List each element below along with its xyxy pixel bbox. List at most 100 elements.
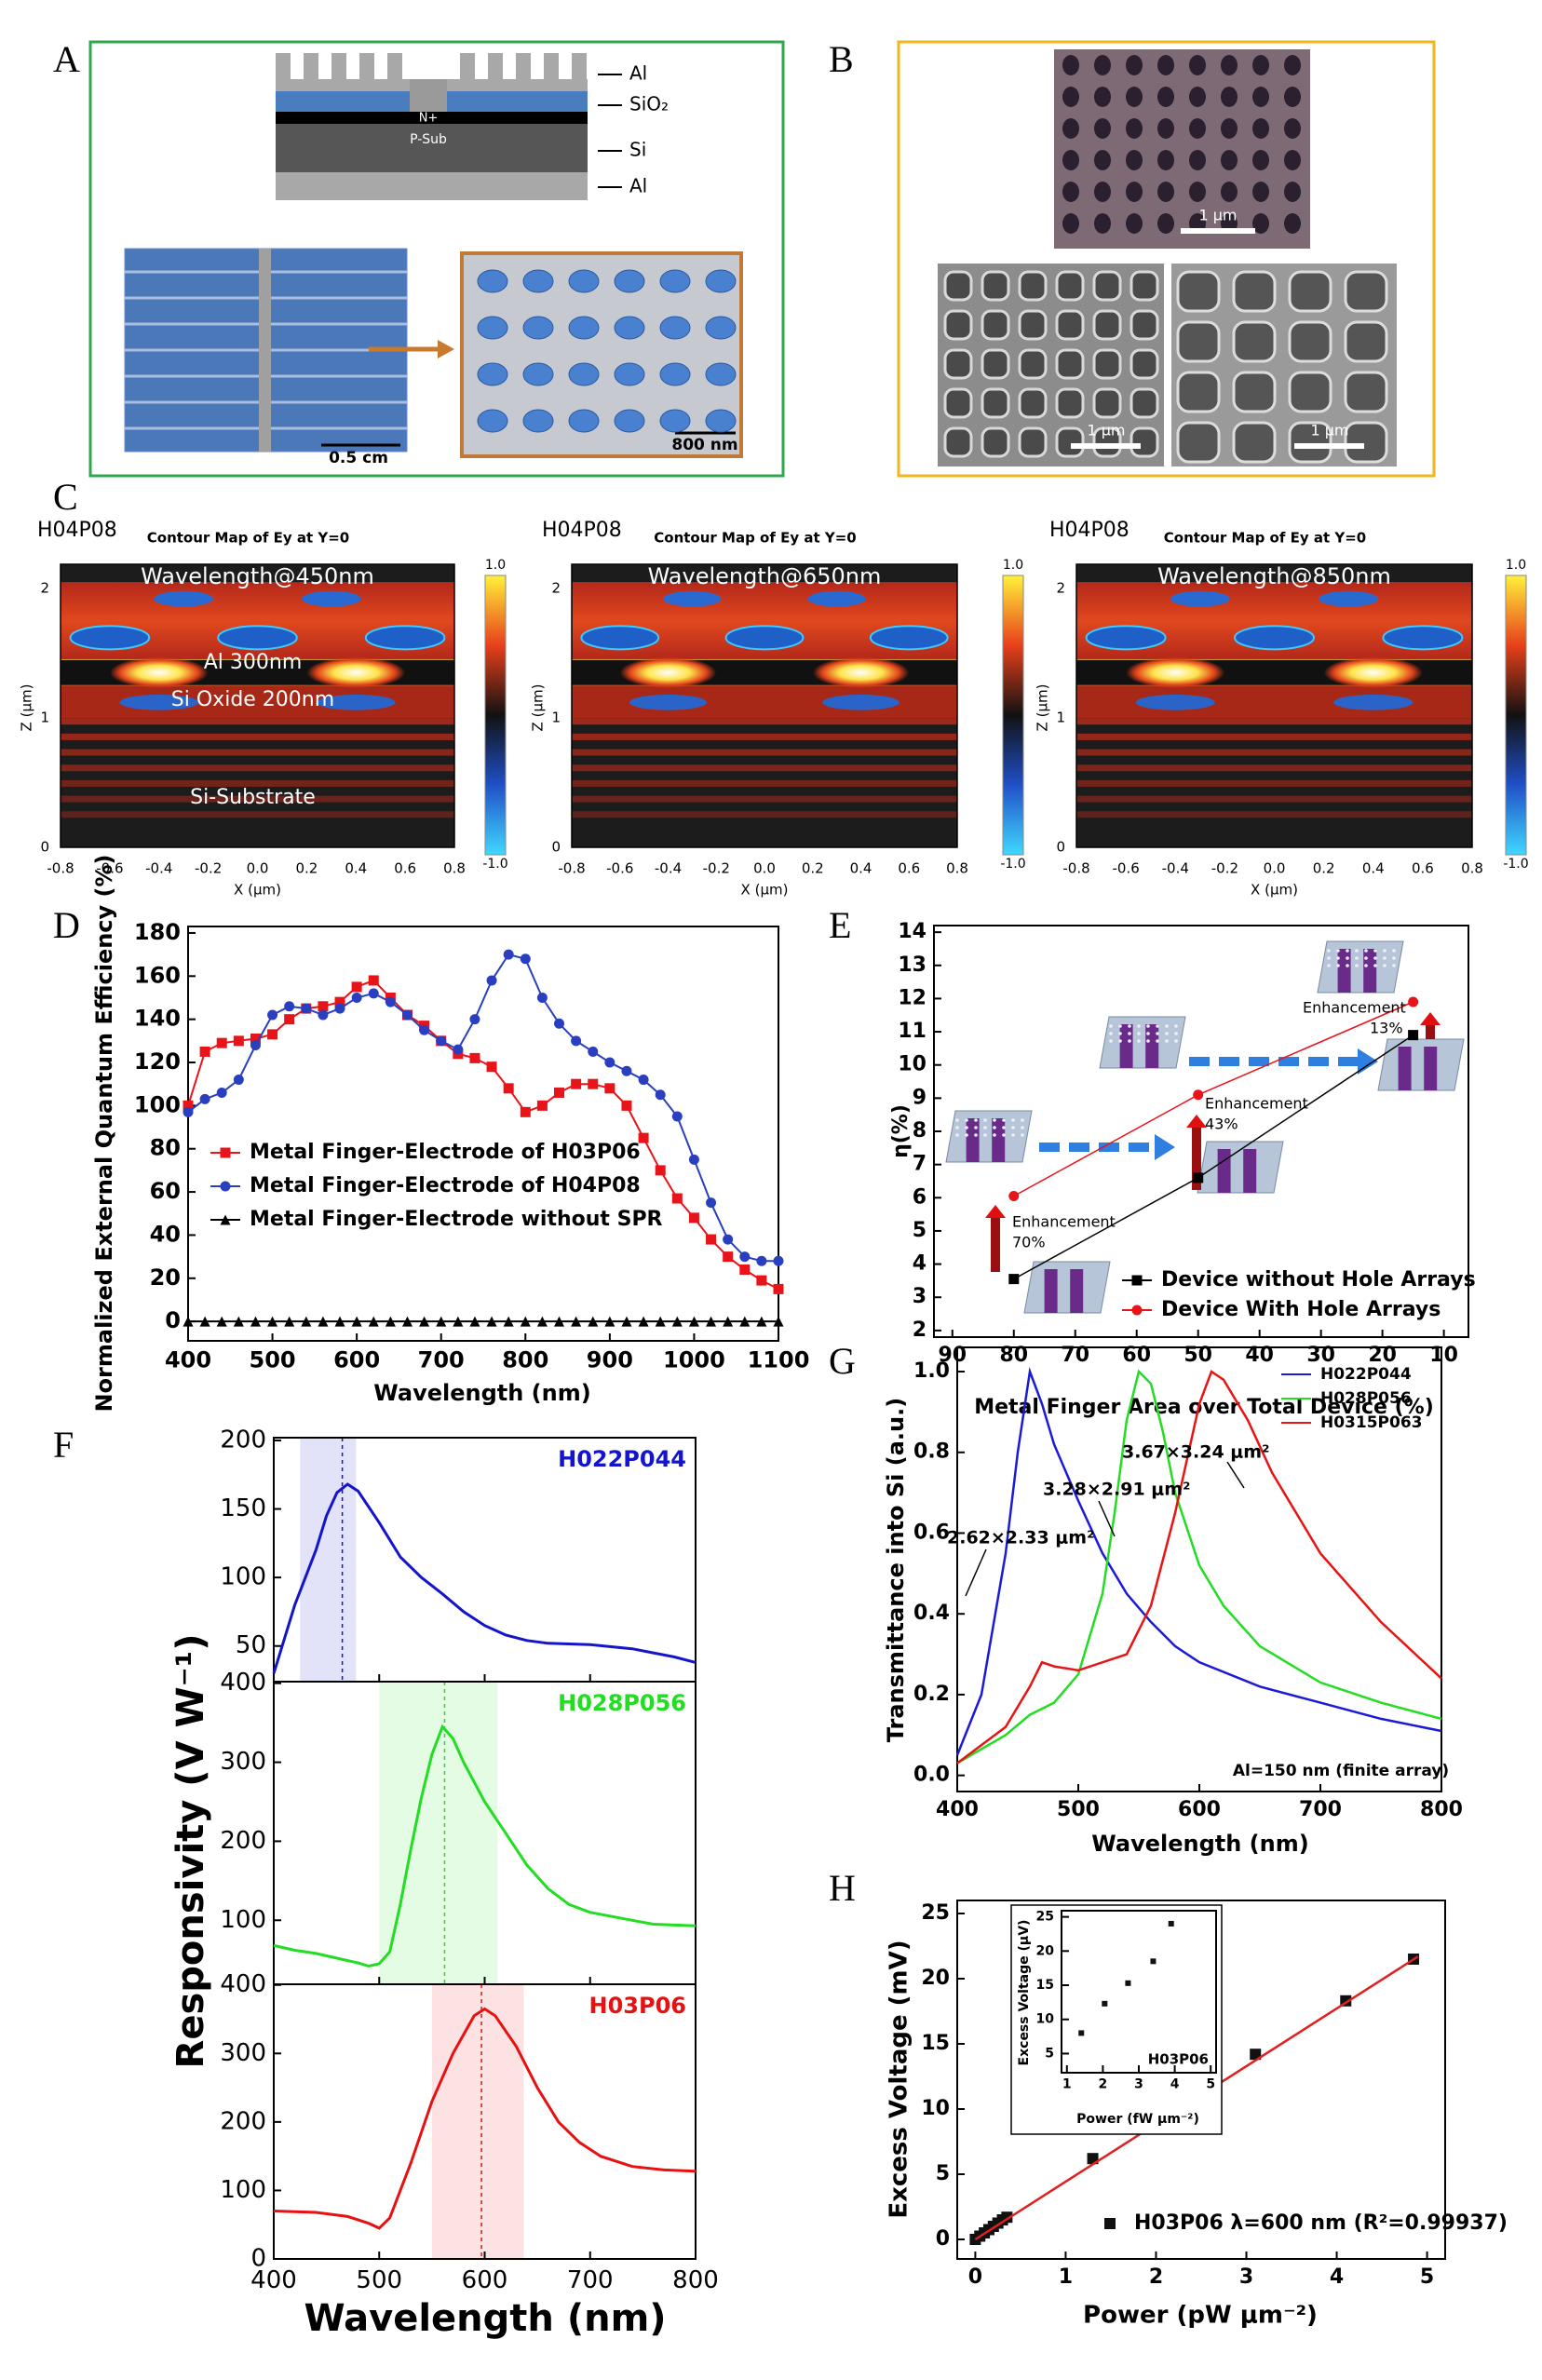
marker — [233, 1035, 244, 1047]
device-hole — [1355, 956, 1359, 960]
hole — [477, 362, 508, 386]
y-tick-label: 120 — [134, 1048, 181, 1075]
y-tick-label: 9 — [913, 1086, 927, 1109]
y-tick-label: 2 — [913, 1318, 927, 1342]
marker — [1193, 1089, 1204, 1101]
hole — [1157, 55, 1174, 75]
hole — [1094, 182, 1111, 202]
hot-spot — [306, 656, 406, 689]
plot-frame — [187, 926, 779, 1342]
z-tick-label: 2 — [551, 580, 561, 597]
map-title: Contour Map of Ey at Y=0 — [147, 530, 349, 547]
device-hole — [1137, 1032, 1141, 1035]
substrate-fringe — [61, 718, 454, 725]
marker — [183, 1316, 194, 1327]
x-tick-label: 800 — [502, 1347, 548, 1373]
device-hole — [1327, 949, 1331, 953]
substrate-fringe — [1076, 764, 1472, 772]
scale-label: 1 μm — [1310, 422, 1348, 439]
hole — [1129, 426, 1159, 458]
device-finger — [1145, 1024, 1159, 1068]
panel-label: H — [829, 1867, 856, 1909]
y-tick-label: 4 — [913, 1252, 927, 1276]
y-tick-label: 0 — [250, 2245, 266, 2273]
substrate-fringe — [572, 764, 957, 772]
hole — [1189, 55, 1206, 75]
field-lobe — [119, 694, 199, 710]
enhancement-arrow — [1426, 1023, 1435, 1039]
hole — [1284, 150, 1301, 170]
hole — [1232, 371, 1277, 413]
annotation: Enhancement — [1303, 999, 1406, 1017]
hole — [1157, 150, 1174, 170]
sem-pattern — [943, 55, 1388, 464]
enhancement-arrow-head — [1420, 1012, 1441, 1025]
x-tick-label: 400 — [936, 1798, 979, 1821]
marker — [385, 996, 396, 1007]
x-tick-label: -0.2 — [1211, 860, 1238, 877]
device-hole — [1383, 949, 1386, 953]
marker — [368, 1316, 379, 1327]
hole — [614, 316, 645, 340]
device-hole — [1156, 1039, 1159, 1043]
marker — [571, 1078, 582, 1089]
map-sample: H04P08 — [542, 519, 622, 542]
hole — [568, 269, 600, 293]
hole — [614, 409, 645, 433]
y-tick-label: 180 — [134, 919, 181, 945]
x-tick-label: -0.8 — [558, 860, 585, 877]
hole — [1092, 270, 1122, 302]
marker — [1008, 1191, 1020, 1202]
marker — [267, 1316, 278, 1327]
field-lobe — [822, 694, 900, 710]
substrate-fringe — [61, 749, 454, 756]
device-hole — [1011, 1118, 1015, 1122]
hole — [568, 409, 600, 433]
leader-line — [965, 1548, 987, 1597]
hole — [1344, 270, 1388, 313]
marker — [756, 1316, 767, 1327]
y-tick-label: 25 — [921, 1901, 950, 1925]
y-tick-label: 20 — [1036, 1943, 1055, 1958]
marker — [419, 1316, 430, 1327]
series-tag: H028P056 — [558, 1690, 686, 1716]
y-tick-label: 0.6 — [913, 1521, 950, 1544]
marker — [706, 1234, 717, 1245]
hole — [705, 316, 737, 340]
legend-label: H028P056 — [1320, 1389, 1412, 1408]
marker — [739, 1251, 751, 1263]
marker — [520, 953, 531, 965]
device-hole — [1327, 964, 1331, 967]
field-lobe — [1135, 694, 1215, 710]
annotation: 43% — [1205, 1116, 1238, 1133]
x-tick-label: 0 — [968, 2265, 982, 2289]
marker — [233, 1316, 244, 1327]
layer-label: Al — [629, 62, 647, 85]
marker — [199, 1093, 210, 1104]
x-tick-label: 1100 — [748, 1347, 810, 1373]
y-tick-label: 10 — [898, 1053, 927, 1076]
field-lobe — [1085, 625, 1167, 651]
hole — [1094, 213, 1111, 234]
scale-label: 1 μm — [1198, 207, 1237, 224]
marker — [604, 1057, 615, 1068]
device-hole — [1109, 1039, 1113, 1043]
layer-label: Si — [629, 139, 646, 161]
marker — [199, 1046, 210, 1057]
x-tick-label: -0.6 — [96, 860, 123, 877]
device-hole — [965, 1126, 968, 1129]
device-hole — [1137, 1039, 1141, 1043]
hole — [568, 362, 600, 386]
x-tick-label: -0.4 — [145, 860, 172, 877]
highlight-band — [300, 1438, 357, 1682]
colorbar-label: -1.0 — [482, 857, 507, 872]
marker — [520, 1316, 531, 1327]
y-tick-label: 25 — [1036, 1910, 1054, 1925]
x-tick-label: 5 — [1206, 2077, 1215, 2092]
device-hole — [955, 1126, 959, 1129]
marker — [604, 1083, 615, 1094]
hole — [1126, 55, 1143, 75]
device-finger — [1119, 1024, 1133, 1068]
device-hole — [955, 1118, 959, 1122]
x-tick-label: 900 — [587, 1347, 633, 1373]
